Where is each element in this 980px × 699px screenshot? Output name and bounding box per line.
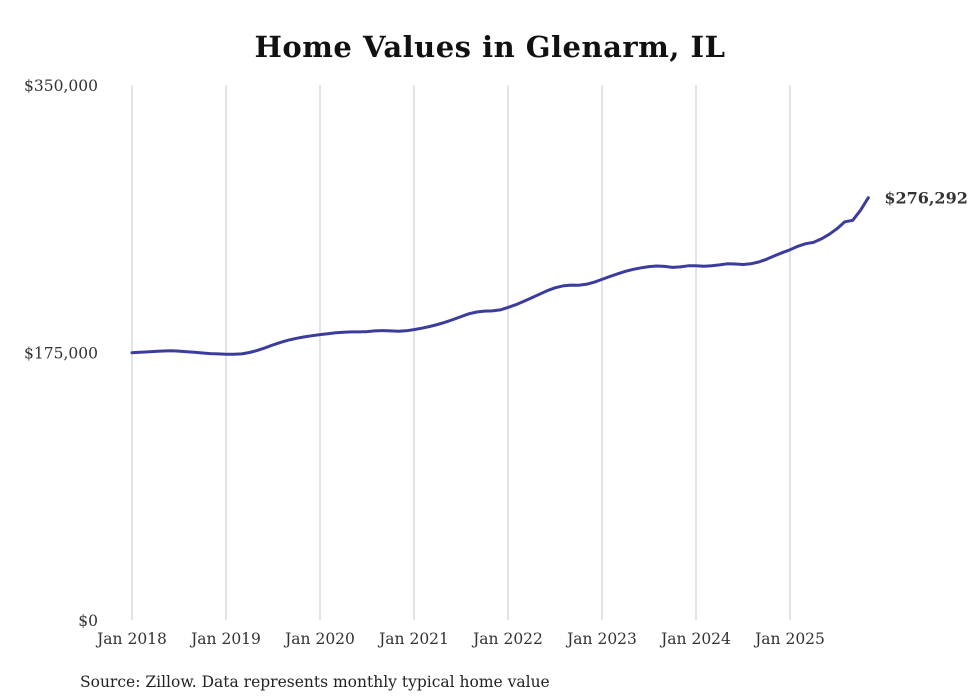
end-value-label: $276,292: [884, 189, 968, 208]
x-tick-label: Jan 2025: [753, 630, 825, 648]
y-tick-label: $175,000: [24, 345, 98, 363]
chart-title: Home Values in Glenarm, IL: [254, 30, 726, 64]
y-tick-label: $0: [78, 612, 98, 630]
x-tick-label: Jan 2019: [189, 630, 261, 648]
y-tick-label: $350,000: [24, 77, 98, 95]
x-tick-label: Jan 2020: [283, 630, 355, 648]
home-value-line: [130, 196, 870, 356]
x-tick-label: Jan 2023: [565, 630, 637, 648]
source-note: Source: Zillow. Data represents monthly …: [80, 673, 550, 691]
x-tick-label: Jan 2024: [659, 630, 731, 648]
x-tick-label: Jan 2022: [471, 630, 543, 648]
x-tick-label: Jan 2018: [95, 630, 167, 648]
x-tick-label: Jan 2021: [377, 630, 449, 648]
